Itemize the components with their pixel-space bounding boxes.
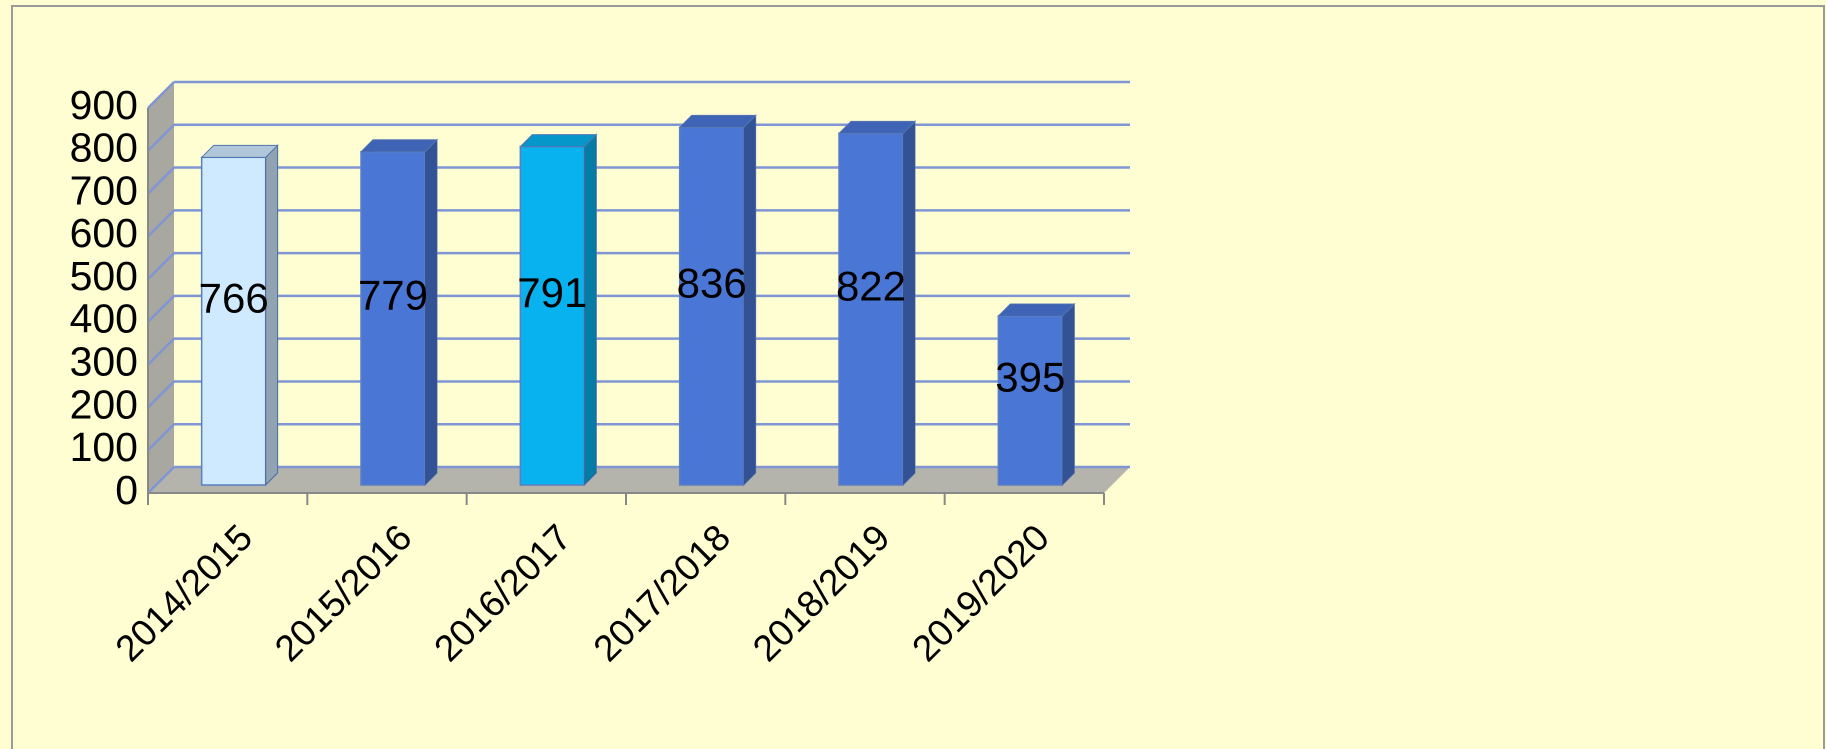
bar-top-shade [361,140,437,152]
y-tick-label: 300 [70,338,138,384]
bar-top-shade [998,304,1074,316]
bar-top-shade [839,121,915,133]
y-tick-label: 600 [70,210,138,256]
y-tick-label: 200 [70,381,138,427]
bar-top-shade [680,115,756,127]
value-label: 766 [199,274,269,321]
side-wall [148,82,174,493]
chart: 01002003004005006007008009002014/2015766… [0,0,1826,749]
page: 01002003004005006007008009002014/2015766… [0,0,1826,749]
bar-top-shade [202,145,278,157]
value-label: 836 [677,259,747,306]
floor [148,467,1130,493]
value-label: 822 [836,262,906,309]
y-tick-label: 800 [70,125,138,171]
y-tick-label: 700 [70,167,138,213]
y-tick-label: 500 [70,253,138,299]
y-tick-label: 900 [70,82,138,128]
value-label: 791 [517,269,587,316]
bar-top-shade [520,135,596,147]
value-label: 395 [995,354,1065,401]
y-tick-label: 100 [70,424,138,470]
y-tick-label: 400 [70,296,138,342]
y-tick-label: 0 [115,467,138,513]
value-label: 779 [358,271,428,318]
